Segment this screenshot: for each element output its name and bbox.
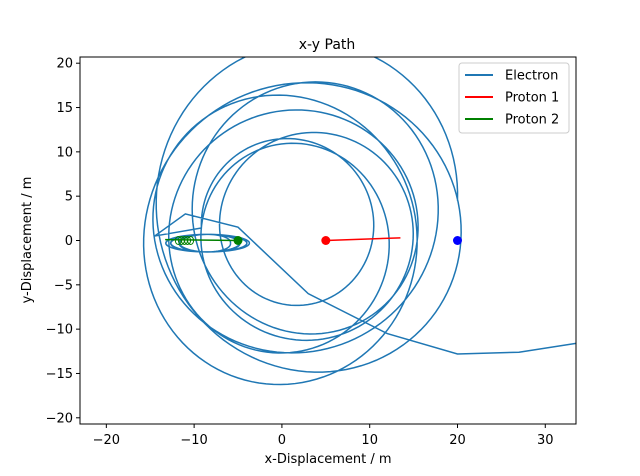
- legend-label: Electron: [505, 69, 558, 84]
- y-tick-label: 10: [56, 145, 73, 160]
- y-axis-ticks: −20 −15 −10 −5 0 5 10 15 20: [46, 57, 80, 426]
- legend: Electron Proton 1 Proton 2: [458, 62, 570, 134]
- x-axis-label: x-Displacement / m: [264, 452, 391, 467]
- proton-2-ripple: [187, 236, 195, 245]
- x-tick-label: 30: [537, 433, 554, 448]
- x-tick-label: −10: [180, 433, 207, 448]
- legend-label: Proton 2: [505, 113, 559, 128]
- y-tick-label: 0: [65, 234, 73, 249]
- y-tick-label: 20: [56, 57, 73, 72]
- y-axis-label: y-Displacement / m: [20, 177, 35, 304]
- x-tick-label: 20: [449, 433, 466, 448]
- y-tick-label: −5: [54, 278, 73, 293]
- proton-2-start-marker: [233, 236, 243, 245]
- x-tick-label: 10: [361, 433, 378, 448]
- y-tick-label: −20: [46, 411, 73, 426]
- legend-box: [458, 62, 570, 134]
- electron-start-marker: [452, 236, 462, 245]
- proton-1-path: [325, 237, 401, 242]
- electron-path: [142, 57, 576, 386]
- y-tick-label: −10: [46, 323, 73, 338]
- y-tick-label: 5: [65, 190, 73, 205]
- legend-label: Proton 1: [505, 91, 559, 106]
- x-tick-label: 0: [278, 433, 286, 448]
- y-tick-label: 15: [56, 101, 73, 116]
- x-tick-label: −20: [93, 433, 120, 448]
- y-tick-label: −15: [46, 367, 73, 382]
- x-axis-ticks: −20 −10 0 10 20 30: [93, 424, 554, 448]
- proton-1-start-marker: [321, 236, 331, 245]
- proton-2-path: [165, 238, 239, 242]
- chart-title: x-y Path: [299, 37, 356, 53]
- proton-2-ripple: [184, 236, 192, 245]
- plot-area: [79, 56, 577, 425]
